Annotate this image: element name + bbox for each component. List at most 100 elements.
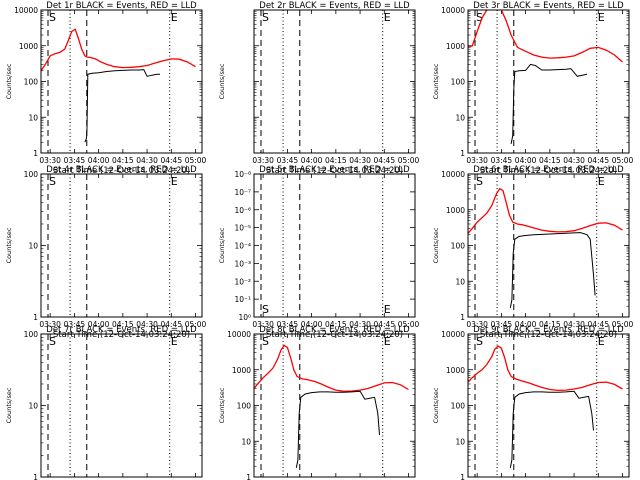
x-tick-label: 05:00 [398,156,420,165]
y-axis-label: Counts/sec [5,63,13,99]
x-tick-label: 04:15 [539,156,561,165]
y-tick-label: 1000 [446,206,465,215]
y-tick-label: 100 [451,78,466,87]
y-tick-label: 10 [28,402,38,411]
chart-title: Det 7r BLACK = Events, RED = LLD [46,325,197,335]
chart-title: Det 9r BLACK = Events, RED = LLD [473,325,624,335]
x-tick-label: 05:00 [398,320,420,329]
event-rate-line [84,69,160,143]
plot-frame [40,9,203,154]
lld-rate-line [468,345,623,392]
y-tick-label: 1 [460,473,465,480]
time-marker-s: S [262,11,269,24]
time-marker-s: S [262,335,269,348]
y-tick-label: 100 [451,402,466,411]
lld-rate-line [468,187,623,234]
x-tick-label: 04:00 [88,320,110,329]
y-tick-label: 100 [24,170,39,179]
y-tick-label: 10⁻³ [234,259,251,268]
x-tick-label: 04:00 [301,156,323,165]
x-tick-label: 03:45 [64,320,86,329]
y-tick-label: 10000 [14,6,38,15]
x-tick-label: 03:30 [252,156,274,165]
y-tick-label: 100 [237,402,252,411]
y-tick-label: 10⁻⁴ [234,242,251,251]
event-rate-line [509,390,594,468]
series-group [468,10,623,144]
plot-frame [467,173,630,318]
x-tick-label: 04:15 [325,320,347,329]
chart-title: Det 2r BLACK = Events, RED = LLD [259,1,410,11]
y-tick-label: 10 [241,437,251,446]
time-marker-e: E [598,175,605,188]
x-tick-label: 04:30 [349,156,371,165]
time-marker-e: E [171,335,178,348]
chart-panel-6: Det 6r BLACK = Events, RED = LLD Start Ti… [432,165,634,340]
x-axis-label: Start Time (12-Oct-14 03:24:20) [266,166,403,176]
x-tick-label: 04:45 [160,156,182,165]
event-rate-line [295,390,380,468]
y-axis-label: Counts/sec [218,63,226,99]
y-tick-label: 1000 [232,366,251,375]
time-marker-s: S [262,303,269,316]
x-tick-label: 04:30 [136,320,158,329]
y-tick-label: 1000 [19,42,38,51]
y-tick-label: 10 [455,277,465,286]
plot-frame [253,173,416,318]
x-tick-label: 04:45 [373,320,395,329]
y-tick-label: 10 [455,437,465,446]
y-tick-label: 100 [24,78,39,87]
y-axis-label: Counts/sec [432,227,440,263]
y-axis-label: Counts/sec [218,387,226,423]
y-axis-label: Counts/sec [218,227,226,263]
x-tick-label: 04:45 [587,320,609,329]
x-tick-label: 03:30 [466,320,488,329]
chart-title: Det 5r BLACK = Events, RED = LLD [259,165,410,175]
y-tick-label: 1 [246,473,251,480]
y-axis-label: Counts/sec [5,387,13,423]
event-rate-line [509,232,596,308]
x-tick-label: 04:15 [112,320,134,329]
x-tick-label: 04:00 [515,320,537,329]
y-tick-label: 10000 [227,330,251,339]
time-marker-e: E [171,175,178,188]
time-marker-e: E [384,303,391,316]
time-marker-s: S [476,11,483,24]
y-tick-label: 1000 [446,42,465,51]
x-tick-label: 05:00 [612,156,634,165]
x-tick-label: 04:15 [539,320,561,329]
time-marker-s: S [476,175,483,188]
y-tick-label: 10⁻¹ [234,295,251,304]
time-marker-e: E [384,11,391,24]
x-tick-label: 04:00 [515,156,537,165]
series-group [254,344,409,468]
x-tick-label: 04:15 [112,156,134,165]
y-tick-label: 10 [455,113,465,122]
plot-frame [467,333,630,478]
x-tick-label: 04:30 [563,320,585,329]
x-axis-label: Start Time (12-Oct-14 03:24:20) [480,330,617,340]
y-axis-label: Counts/sec [432,387,440,423]
y-tick-label: 10⁻⁷ [234,188,251,197]
y-tick-label: 1000 [446,366,465,375]
time-marker-s: S [49,11,56,24]
time-marker-e: E [171,11,178,24]
series-group [41,28,196,143]
x-tick-label: 05:00 [185,320,207,329]
y-tick-label: 1 [33,313,38,322]
event-rate-line [510,63,588,144]
y-tick-label: 1 [460,313,465,322]
x-tick-label: 05:00 [185,156,207,165]
x-tick-label: 04:45 [373,156,395,165]
lld-rate-line [468,10,623,63]
y-tick-label: 100 [451,242,466,251]
chart-title: Det 8r BLACK = Events, RED = LLD [259,325,410,335]
y-tick-label: 1 [33,473,38,480]
chart-title: Det 6r BLACK = Events, RED = LLD [473,165,624,175]
lld-rate-line [254,344,409,392]
